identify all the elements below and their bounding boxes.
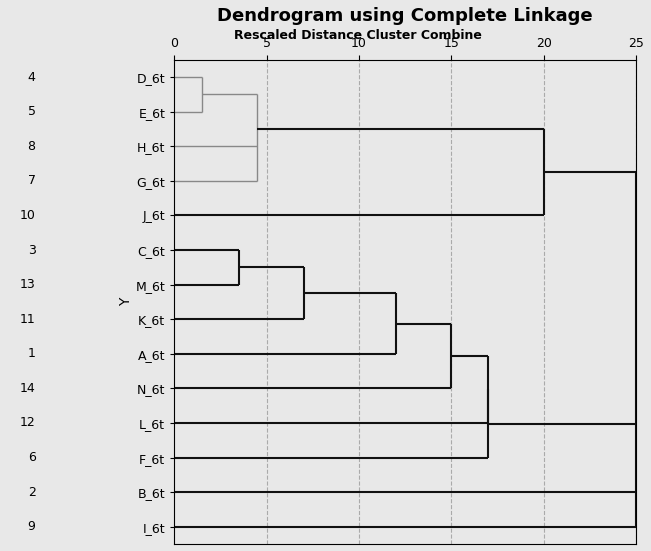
Text: 4: 4 (28, 71, 36, 84)
Text: 12: 12 (20, 417, 36, 429)
Text: 1: 1 (28, 347, 36, 360)
Text: 8: 8 (27, 140, 36, 153)
Text: 10: 10 (20, 209, 36, 222)
Text: 6: 6 (28, 451, 36, 464)
Text: 9: 9 (28, 520, 36, 533)
Text: 2: 2 (28, 485, 36, 499)
Title: Dendrogram using Complete Linkage: Dendrogram using Complete Linkage (217, 7, 593, 25)
Text: Rescaled Distance Cluster Combine: Rescaled Distance Cluster Combine (234, 29, 482, 42)
Text: 13: 13 (20, 278, 36, 291)
Text: 14: 14 (20, 382, 36, 395)
Text: 7: 7 (27, 174, 36, 187)
Y-axis label: Y: Y (118, 298, 133, 306)
Text: 11: 11 (20, 313, 36, 326)
Text: 3: 3 (28, 244, 36, 257)
Text: 5: 5 (27, 105, 36, 118)
